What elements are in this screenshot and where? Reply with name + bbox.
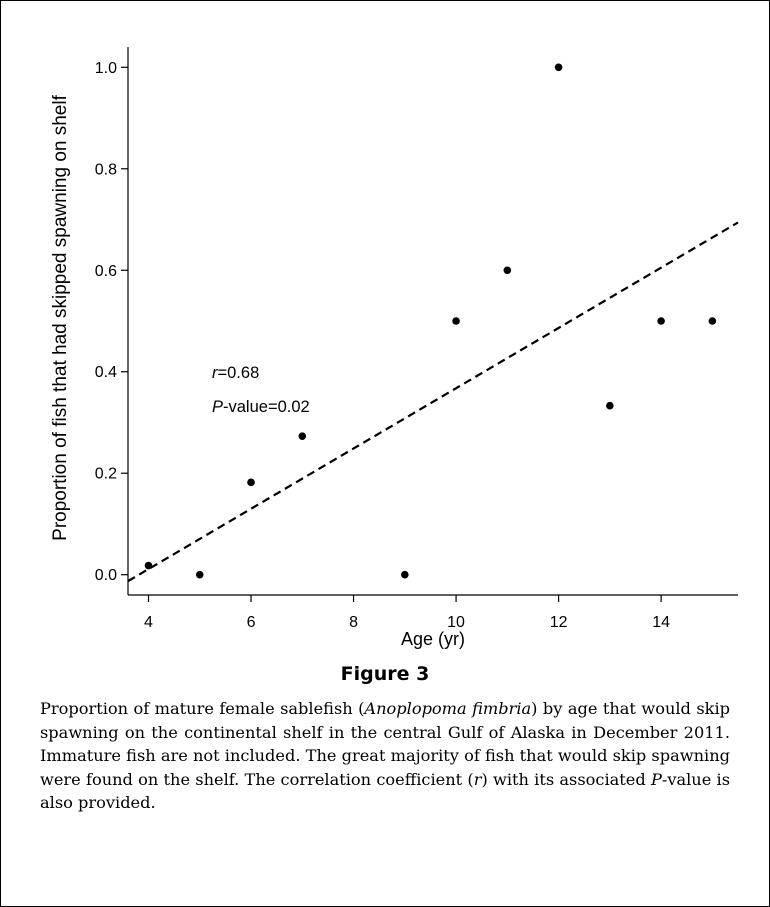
x-tick-label: 6: [247, 614, 256, 631]
y-axis-label: Proportion of fish that had skipped spaw…: [50, 94, 71, 540]
y-axis: 0.0 0.2 0.4 0.6 0.8 1.0: [95, 47, 129, 595]
data-point: [708, 317, 717, 325]
data-point: [401, 570, 409, 579]
x-tick-label: 4: [144, 614, 153, 631]
p-value-annotation: P-value=0.02: [212, 398, 310, 416]
data-point: [452, 317, 460, 325]
x-tick-label: 10: [447, 614, 465, 631]
data-point: [503, 266, 512, 275]
data-point: [144, 561, 153, 570]
caption-part-2: ) by age that would skip spawning on the…: [40, 699, 730, 789]
trendline-group: [127, 221, 739, 583]
y-tick-label: 0.0: [95, 567, 117, 584]
x-tick-label: 12: [550, 614, 568, 631]
correlation-annotation: r=0.68: [212, 364, 259, 382]
data-point: [606, 401, 614, 410]
p-symbol: P: [212, 398, 223, 416]
data-point: [554, 63, 563, 72]
r-value: =0.68: [218, 364, 260, 382]
y-tick-label: 0.6: [95, 263, 117, 280]
x-tick-label: 14: [652, 614, 670, 631]
y-tick-label: 0.8: [95, 161, 117, 178]
data-point: [195, 570, 204, 579]
data-points: [144, 63, 717, 579]
x-tick-label: 8: [349, 614, 358, 631]
caption-part-1: Proportion of mature female sablefish (: [40, 699, 365, 718]
caption-species: Anoplopoma fimbria: [364, 699, 532, 718]
caption-part-3: ) with its associated: [481, 769, 651, 789]
x-axis: 4 6 8 10 12 14: [128, 594, 738, 631]
data-point: [657, 317, 665, 325]
y-tick-label: 1.0: [95, 60, 117, 77]
scatter-chart: 0.0 0.2 0.4 0.6 0.8 1.0 4 6 8 10 12 14 Proportion …: [50, 47, 739, 649]
caption-p: P: [650, 769, 662, 789]
caption-r: r: [473, 769, 482, 789]
y-tick-label: 0.4: [95, 364, 117, 381]
y-tick-label: 0.2: [95, 466, 117, 483]
caption-part-4: -value is also provided.: [40, 769, 731, 813]
r-symbol: r: [212, 364, 219, 382]
x-axis-label: Age (yr): [401, 629, 465, 649]
p-value: -value=0.02: [223, 398, 310, 416]
figure-label: Figure 3: [340, 663, 430, 685]
data-point: [247, 478, 255, 487]
trendline: [127, 221, 739, 583]
data-point: [298, 432, 307, 440]
figure-caption: Proportion of mature female sablefish (A…: [40, 697, 730, 815]
